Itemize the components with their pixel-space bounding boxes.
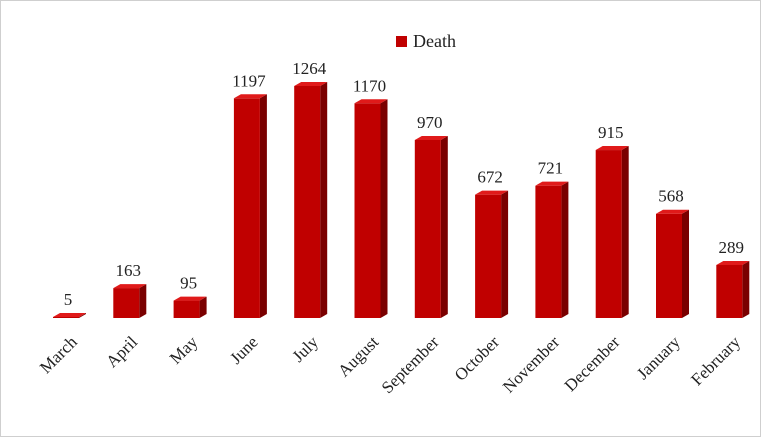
bar-january xyxy=(656,209,689,318)
data-label-august: 1170 xyxy=(353,76,386,95)
bar-top xyxy=(354,99,388,104)
category-label-august: August xyxy=(334,332,382,380)
bar-front xyxy=(716,264,743,318)
bar-side xyxy=(561,181,569,318)
bar-side xyxy=(682,209,689,318)
bar-side xyxy=(320,82,328,318)
data-label-march: 5 xyxy=(64,290,73,309)
bar-front xyxy=(113,288,140,318)
bar-top xyxy=(716,260,750,265)
data-label-december: 915 xyxy=(598,123,624,142)
data-label-june: 1197 xyxy=(232,71,266,90)
legend-swatch-death xyxy=(396,36,407,47)
bar-february xyxy=(716,260,750,318)
category-label-december: December xyxy=(561,332,624,395)
bar-august xyxy=(354,99,388,318)
bar-front xyxy=(233,98,260,318)
bar-march xyxy=(53,313,86,318)
bar-front xyxy=(354,103,381,318)
bar-front xyxy=(475,194,502,318)
bar-top xyxy=(53,313,86,317)
category-label-april: April xyxy=(102,332,141,371)
bar-side xyxy=(139,284,147,318)
bar-july xyxy=(294,82,328,318)
bar-top xyxy=(294,82,328,86)
bar-top xyxy=(173,296,207,301)
category-label-september: September xyxy=(378,332,443,397)
bar-top xyxy=(233,94,267,99)
bar-side xyxy=(259,94,267,318)
category-label-may: May xyxy=(166,332,202,368)
category-label-march: March xyxy=(36,332,81,377)
data-label-september: 970 xyxy=(417,113,443,132)
category-label-june: June xyxy=(226,332,261,367)
legend-label-death: Death xyxy=(413,31,456,51)
bar-june xyxy=(233,94,267,318)
bar-front xyxy=(53,317,79,318)
data-label-april: 163 xyxy=(116,261,142,280)
category-label-january: January xyxy=(633,332,684,383)
bar-front xyxy=(294,86,321,318)
bar-october xyxy=(475,190,509,318)
bar-side xyxy=(79,313,86,318)
data-label-november: 721 xyxy=(538,159,564,178)
category-label-july: July xyxy=(289,332,323,366)
legend: Death xyxy=(396,31,456,52)
bar-side xyxy=(380,99,388,318)
bar-front xyxy=(656,213,682,318)
bar-december xyxy=(595,146,629,318)
category-label-february: February xyxy=(687,332,744,389)
bar-september xyxy=(414,135,448,318)
category-label-october: October xyxy=(451,332,503,384)
data-label-october: 672 xyxy=(477,168,503,187)
bar-april xyxy=(113,284,147,318)
bar-front xyxy=(414,139,441,318)
bar-top xyxy=(595,146,629,151)
data-label-may: 95 xyxy=(180,274,197,293)
bar-november xyxy=(535,181,569,318)
bar-side xyxy=(501,190,509,318)
bar-may xyxy=(173,296,207,318)
bar-front xyxy=(173,300,200,318)
bar-side xyxy=(742,260,750,318)
bar-top xyxy=(535,181,569,186)
bar-top xyxy=(656,209,689,214)
bar-top xyxy=(414,135,448,140)
bar-front xyxy=(535,185,562,318)
bar-front xyxy=(595,150,622,318)
category-label-november: November xyxy=(499,332,563,396)
bar-side xyxy=(199,296,207,318)
data-label-february: 289 xyxy=(719,238,745,257)
bar-side xyxy=(440,135,448,318)
data-label-january: 568 xyxy=(658,187,684,206)
bar-side xyxy=(621,146,629,318)
bar-top xyxy=(475,190,509,195)
data-label-july: 1264 xyxy=(292,59,327,78)
bar-top xyxy=(113,284,147,289)
